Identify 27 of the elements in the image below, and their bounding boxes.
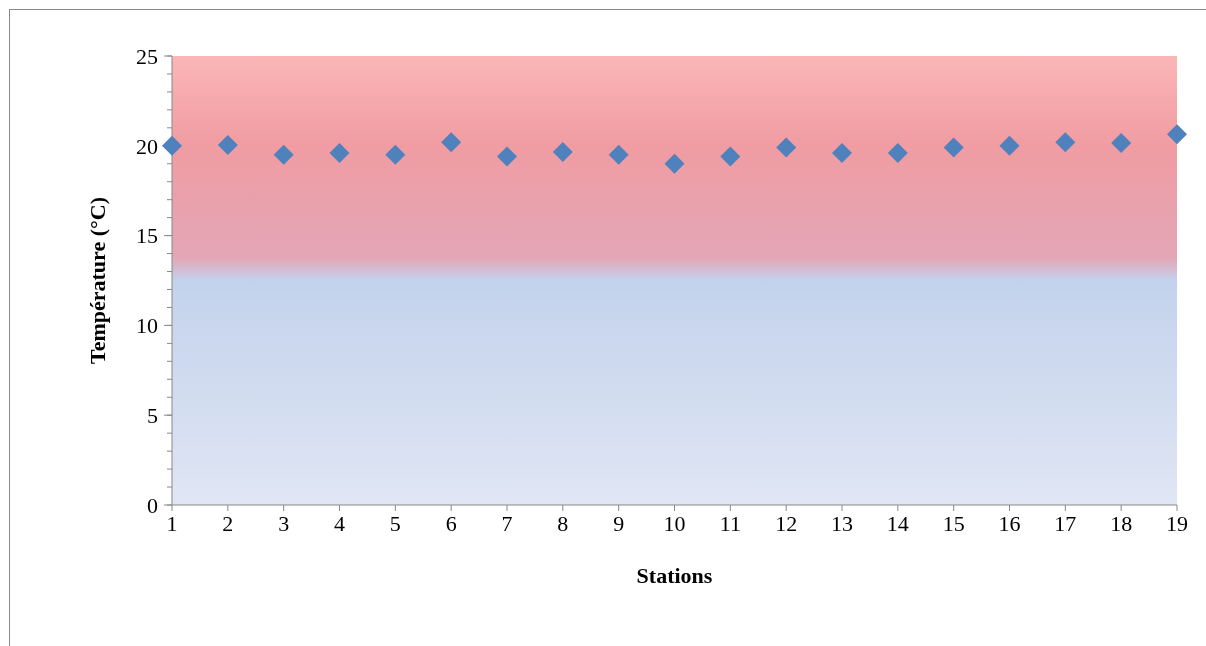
x-tick-label: 4 [334,511,345,536]
x-axis-title: Stations [636,563,713,588]
y-tick-label: 10 [136,313,158,339]
x-tick-label: 1 [166,511,178,536]
x-tick-label: 9 [613,511,625,536]
x-tick-label: 18 [1110,511,1133,536]
y-tick-label: 20 [136,133,158,159]
x-tick-label: 12 [775,511,798,536]
y-tick-label: 5 [147,402,158,428]
x-tick-label: 14 [886,511,909,536]
x-tick-label: 6 [445,511,457,536]
x-tick-label: 15 [942,511,965,536]
x-tick-label: 2 [222,511,234,536]
x-tick-label: 3 [278,511,290,536]
x-tick-label: 11 [719,511,741,536]
y-tick-label: 25 [136,43,158,69]
x-tick-label: 17 [1054,511,1077,536]
x-tick-label: 10 [663,511,686,536]
x-tick-label: 19 [1166,511,1188,536]
x-tick-label: 7 [501,511,513,536]
x-tick-label: 8 [557,511,569,536]
x-tick-label: 16 [998,511,1021,536]
x-tick-label: 13 [831,511,853,536]
y-tick-label: 15 [136,223,158,249]
x-tick-label: 5 [389,511,401,536]
y-axis-title: Température (°C) [85,196,110,365]
y-tick-label: 0 [147,492,158,518]
